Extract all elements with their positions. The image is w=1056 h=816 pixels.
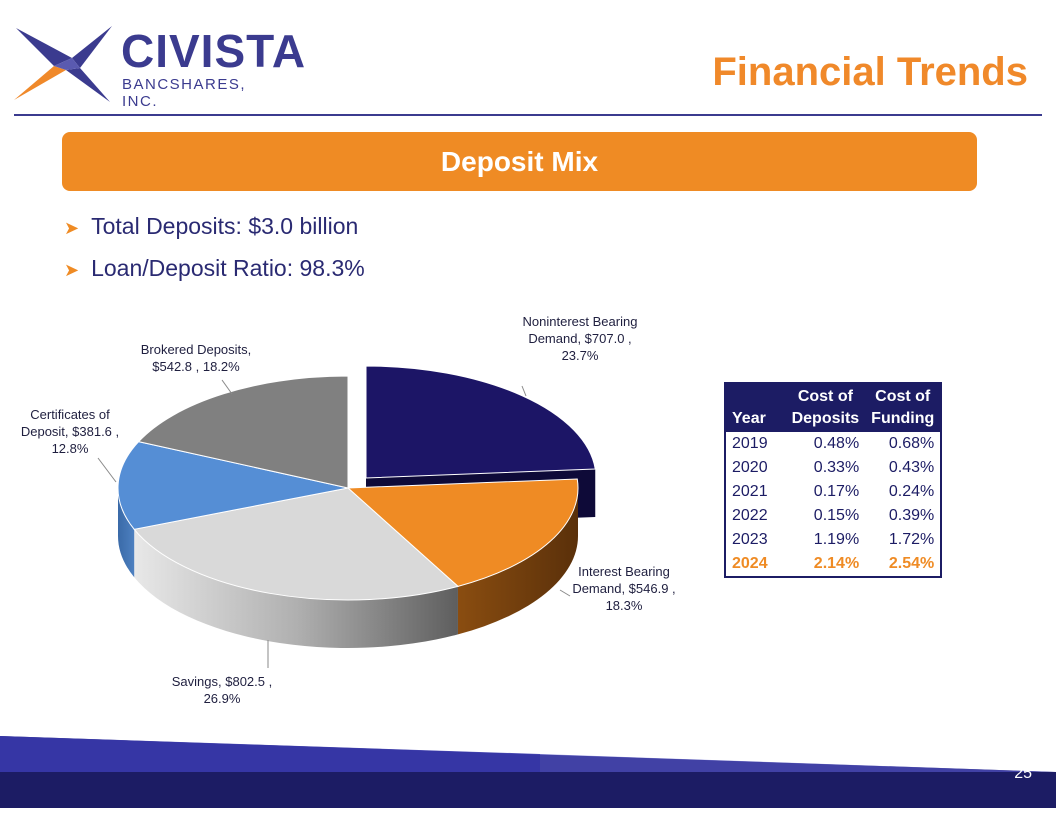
cell-cost-deposits: 0.15% [813, 507, 860, 524]
header-cost-of-deposits: Cost of Deposits [785, 383, 866, 432]
pie-slice [117, 441, 349, 530]
bullet-text: Loan/Deposit Ratio: 98.3% [91, 255, 365, 281]
pie-data-label: Certificates of Deposit, $381.6 , 12.8% [21, 407, 119, 456]
pie-data-label: Brokered Deposits, $542.8 , 18.2% [141, 342, 252, 374]
pie-leader-line [221, 379, 233, 395]
header-year: Year [725, 383, 786, 432]
cell-cost-deposits: 2.14% [813, 555, 860, 572]
arrow-icon: ➤ [64, 260, 80, 280]
pie-data-label: Interest Bearing Demand, $546.9 , 18.3% [572, 564, 675, 613]
cell-year: 2019 [732, 435, 768, 452]
cell-cost-funding: 1.72% [888, 531, 935, 548]
bullet-item: ➤ Total Deposits: $3.0 billion [64, 208, 365, 250]
cell-cost-deposits: 0.17% [813, 483, 860, 500]
cell-cost-funding: 0.24% [888, 483, 935, 500]
pie-leader-line [97, 457, 117, 483]
cell-cost-funding: 0.68% [888, 435, 935, 452]
logo-star-icon [14, 26, 112, 102]
footer-band [0, 736, 1056, 808]
table-header-row: Year Cost of Deposits Cost of Funding [725, 383, 942, 432]
table-row: 2021 0.17% 0.24% [725, 480, 941, 504]
cell-cost-deposits: 1.19% [813, 531, 860, 548]
table-row: 2022 0.15% 0.39% [725, 504, 941, 528]
page-title: Financial Trends [712, 50, 1028, 94]
table-row: 2023 1.19% 1.72% [725, 528, 941, 552]
summary-bullets: ➤ Total Deposits: $3.0 billion ➤ Loan/Depo… [64, 208, 365, 292]
section-banner: Deposit Mix [62, 132, 977, 191]
cell-year: 2020 [732, 459, 768, 476]
pie-slice [133, 487, 459, 601]
cell-cost-funding: 0.39% [888, 507, 935, 524]
pie-leader-line [521, 385, 527, 397]
pie-slice-side [134, 529, 458, 648]
cell-year: 2022 [732, 507, 768, 524]
table-row: 2019 0.48% 0.68% [725, 432, 941, 456]
pie-data-label: Savings, $802.5 , 26.9% [172, 674, 272, 706]
bullet-text: Total Deposits: $3.0 billion [91, 213, 359, 239]
cell-cost-deposits: 0.33% [813, 459, 860, 476]
civista-logo: CIVISTA BANCSHARES, INC. [14, 24, 305, 110]
cell-year: 2021 [732, 483, 768, 500]
pie-slice [365, 365, 596, 479]
pie-slice [137, 375, 349, 489]
brand-subtitle: BANCSHARES, INC. [122, 76, 247, 110]
cell-cost-funding: 0.43% [888, 459, 935, 476]
cell-year: 2023 [732, 531, 768, 548]
table-row-highlight: 2024 2.14% 2.54% [725, 552, 941, 577]
cell-year: 2024 [732, 555, 768, 572]
pie-data-label: Noninterest Bearing Demand, $707.0 , 23.7% [523, 314, 638, 363]
pie-slice-side [457, 488, 578, 635]
cell-cost-deposits: 0.48% [813, 435, 860, 452]
header-divider [14, 114, 1042, 116]
bullet-item: ➤ Loan/Deposit Ratio: 98.3% [64, 250, 365, 292]
page-number: 25 [1014, 765, 1032, 782]
header-cost-of-funding: Cost of Funding [865, 383, 942, 432]
table-row: 2020 0.33% 0.43% [725, 456, 941, 480]
pie-leader-line [559, 589, 571, 597]
deposit-mix-pie-chart: Noninterest Bearing Demand, $707.0 , 23.7%… [21, 314, 676, 706]
cell-cost-funding: 2.54% [888, 555, 935, 572]
pie-slice [346, 478, 579, 587]
cost-of-funds-table: Year Cost of Deposits Cost of Funding 2019… [724, 382, 943, 578]
brand-name: CIVISTA [121, 25, 307, 77]
arrow-icon: ➤ [64, 218, 80, 238]
